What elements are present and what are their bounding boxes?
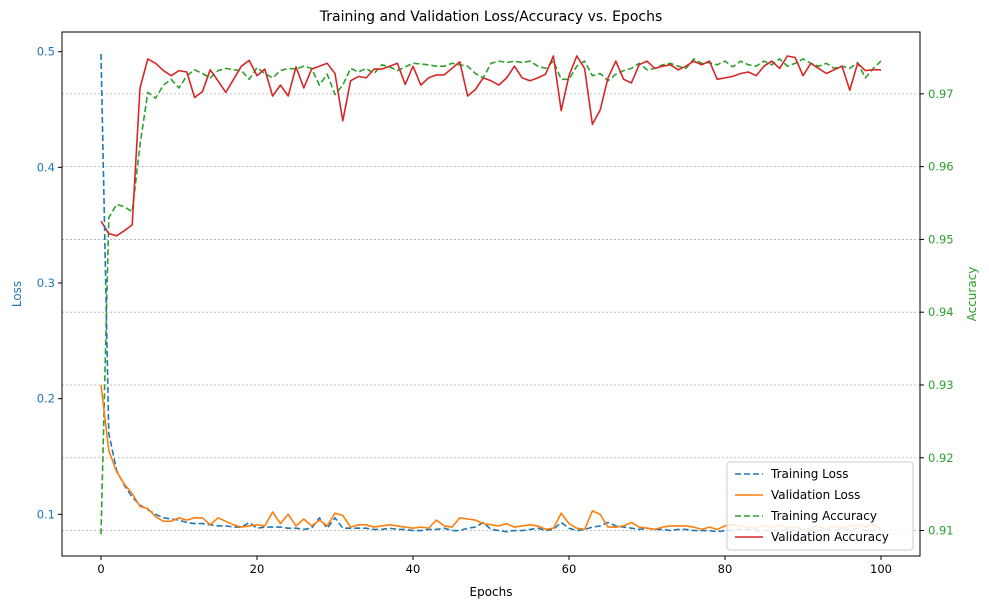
y-left-tick-label: 0.3 — [37, 276, 55, 290]
x-tick-label: 20 — [250, 562, 265, 576]
x-tick-label: 40 — [406, 562, 421, 576]
legend-box — [726, 461, 914, 551]
y-left-tick-label: 0.1 — [37, 507, 55, 521]
x-tick-label: 100 — [870, 562, 892, 576]
grid — [62, 93, 920, 531]
legend-entry-label: Validation Accuracy — [771, 530, 889, 544]
y-right-tick-label: 0.95 — [928, 232, 954, 246]
y-left-tick-label: 0.2 — [37, 392, 55, 406]
legend-entry-label: Training Loss — [770, 467, 848, 481]
series-line-validation-accuracy — [100, 55, 881, 237]
legend: Training Loss Validation Loss Training Acc… — [726, 461, 914, 551]
y-left-tick-label: 0.5 — [37, 45, 55, 59]
x-tick-label: 60 — [562, 562, 577, 576]
y-right-tick-label: 0.92 — [928, 451, 954, 465]
y-right-tick-label: 0.91 — [928, 524, 954, 538]
x-tick-label: 80 — [718, 562, 733, 576]
y-right-tick-label: 0.93 — [928, 378, 954, 392]
y-axis-left-label: Loss — [10, 281, 24, 307]
y-axis-right-label: Accuracy — [965, 267, 979, 322]
chart-title: Training and Validation Loss/Accuracy vs… — [319, 9, 663, 25]
y-left-tick-label: 0.4 — [37, 160, 55, 174]
y-right-tick-label: 0.96 — [928, 160, 954, 174]
legend-entry-label: Training Accuracy — [770, 509, 877, 523]
y-right-tick-label: 0.97 — [928, 87, 954, 101]
x-tick-label: 0 — [97, 562, 104, 576]
x-axis-label: Epochs — [470, 585, 513, 599]
axes: 0 20 40 60 80 100 0.1 0.2 0.3 0.4 0.5 0.91 0.92 0.93 0… — [37, 45, 954, 576]
plot-frame — [61, 31, 921, 557]
legend-entry-label: Validation Loss — [771, 488, 860, 502]
series-line-training-accuracy — [100, 58, 882, 535]
y-right-tick-label: 0.94 — [928, 305, 954, 319]
